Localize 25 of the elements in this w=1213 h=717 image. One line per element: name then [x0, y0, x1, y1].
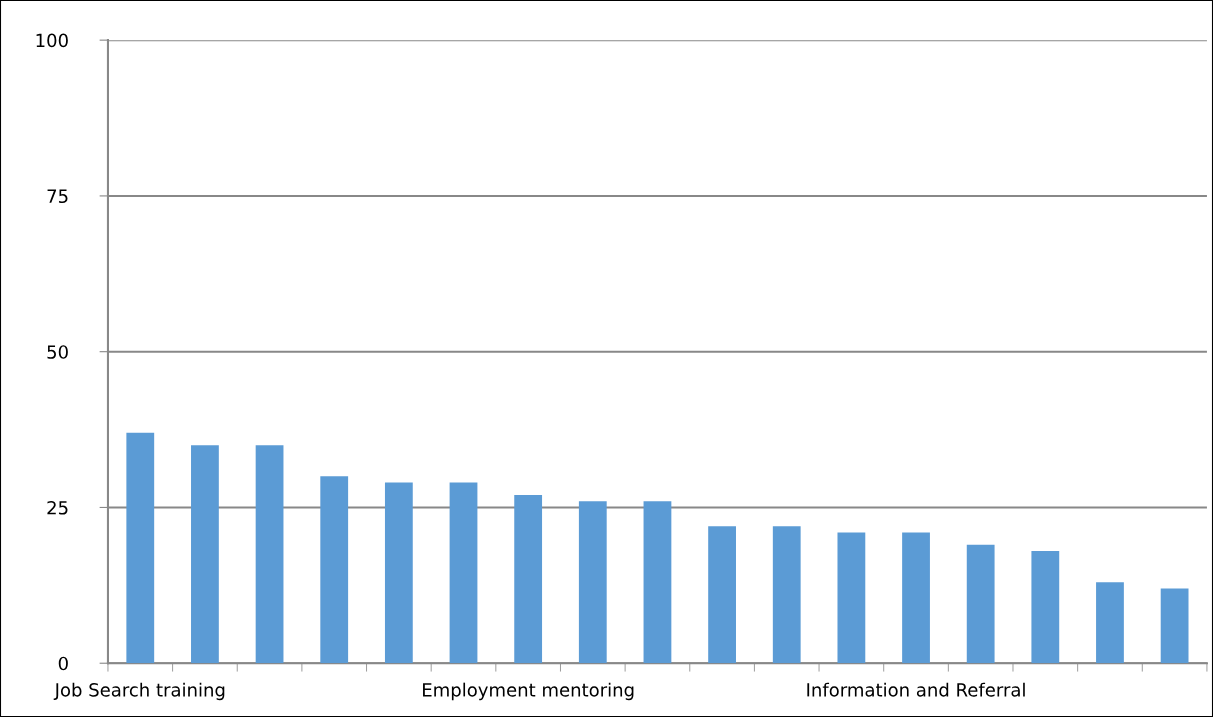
bar	[126, 432, 155, 664]
bar	[772, 526, 801, 664]
bar	[320, 476, 349, 664]
bar	[255, 445, 284, 664]
bar	[514, 495, 543, 664]
y-tick-label: 50	[47, 345, 68, 359]
y-tick-label: 0	[58, 656, 68, 671]
bar	[966, 544, 995, 664]
bar	[1160, 588, 1189, 664]
x-tick-label: Job Search training	[53, 682, 225, 701]
bar	[1096, 582, 1124, 664]
bar	[902, 532, 930, 664]
bar	[191, 445, 219, 664]
x-tick-label: Employment mentoring	[423, 682, 634, 701]
bar	[643, 501, 672, 664]
bar	[837, 532, 866, 664]
bar	[449, 482, 478, 664]
bar	[578, 501, 607, 664]
y-tick-label: 100	[36, 33, 68, 48]
bar	[1031, 551, 1060, 664]
y-tick-label: 25	[47, 500, 68, 515]
y-tick-label: 75	[47, 189, 68, 204]
bar	[708, 526, 736, 664]
x-tick-label: Information and Referral	[807, 682, 1025, 697]
bar	[384, 482, 413, 664]
